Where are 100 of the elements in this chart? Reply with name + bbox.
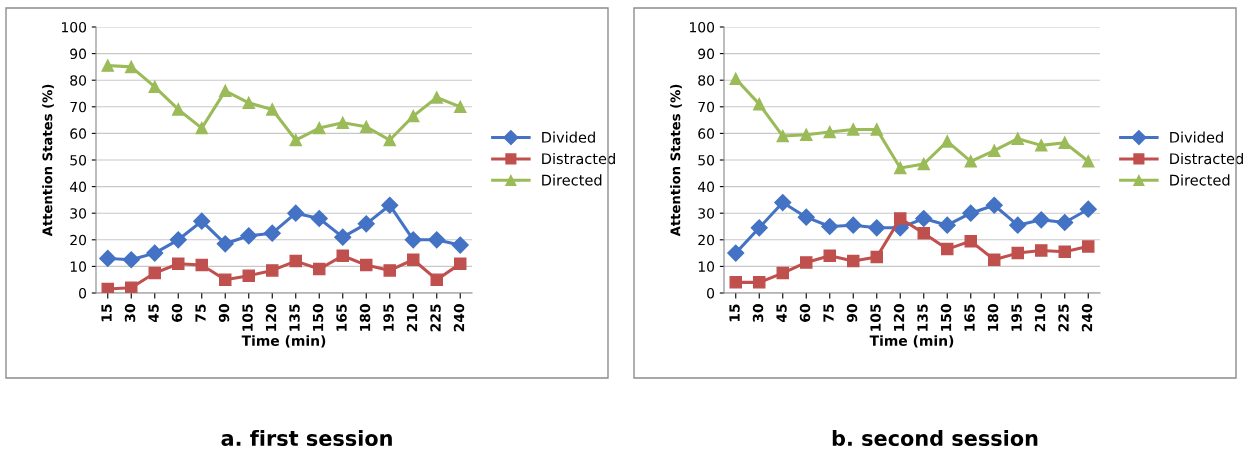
point xyxy=(334,228,352,246)
x-tick-label: 105 xyxy=(242,304,253,331)
y-tick-label: 10 xyxy=(70,261,87,272)
x-tick-label: 180 xyxy=(359,304,371,331)
point xyxy=(359,258,373,272)
point xyxy=(383,133,397,147)
point xyxy=(1081,155,1095,168)
point xyxy=(312,262,326,276)
point xyxy=(987,144,1001,157)
point xyxy=(964,234,978,248)
point xyxy=(1032,211,1050,229)
point xyxy=(1058,136,1072,149)
x-tick-label: 180 xyxy=(987,304,999,331)
point xyxy=(1034,139,1048,152)
y-tick-label: 0 xyxy=(79,287,87,299)
point xyxy=(381,196,399,214)
y-tick-label: 90 xyxy=(698,48,715,60)
point xyxy=(917,226,931,240)
y-tick-label: 100 xyxy=(689,21,715,33)
legend-label: Directed xyxy=(1170,174,1230,186)
y-tick-label: 50 xyxy=(70,154,87,166)
legend-label: Divided xyxy=(1170,131,1223,143)
point xyxy=(169,231,187,249)
point xyxy=(193,212,211,230)
point xyxy=(729,276,743,289)
x-tick-label: 60 xyxy=(799,304,811,322)
point xyxy=(964,155,978,168)
x-tick-label: 30 xyxy=(124,304,136,322)
point xyxy=(797,208,815,226)
x-tick-label: 90 xyxy=(218,304,230,323)
x-tick-label: 15 xyxy=(101,304,112,322)
x-tick-label: 30 xyxy=(752,304,764,322)
point xyxy=(750,219,768,237)
point xyxy=(1011,132,1025,145)
point xyxy=(1058,245,1072,259)
point xyxy=(430,273,444,286)
point xyxy=(1081,240,1095,253)
x-tick-label: 225 xyxy=(1058,304,1069,332)
y-axis-title: Attention States (%) xyxy=(42,84,54,237)
point xyxy=(846,123,860,136)
x-tick-label: 195 xyxy=(1011,304,1022,331)
point xyxy=(99,249,117,267)
point xyxy=(122,251,140,269)
point xyxy=(406,109,420,123)
point xyxy=(940,135,954,148)
point xyxy=(962,204,980,222)
y-tick-label: 70 xyxy=(70,101,87,113)
point xyxy=(242,96,256,110)
point xyxy=(336,116,350,130)
text: a. first session xyxy=(221,429,392,447)
y-tick-label: 60 xyxy=(698,128,715,139)
point xyxy=(148,266,162,280)
point xyxy=(195,121,209,135)
point xyxy=(1034,244,1048,257)
point xyxy=(218,273,232,286)
point xyxy=(1009,216,1027,234)
point xyxy=(216,235,234,253)
y-tick-label: 10 xyxy=(698,261,715,272)
x-tick-label: 150 xyxy=(312,304,324,331)
y-tick-label: 80 xyxy=(698,75,715,86)
point xyxy=(428,231,446,249)
point xyxy=(451,236,469,254)
point xyxy=(868,219,886,237)
y-axis-title: Attention States (%) xyxy=(670,84,682,237)
legend-label: Directed xyxy=(542,174,602,186)
point xyxy=(171,103,185,116)
x-tick-label: 45 xyxy=(776,304,787,323)
text: b. second session xyxy=(832,429,1038,447)
point xyxy=(171,257,185,270)
y-tick-label: 30 xyxy=(698,208,715,219)
point xyxy=(240,227,258,245)
x-tick-label: 15 xyxy=(729,304,740,322)
y-tick-label: 80 xyxy=(70,75,87,86)
point xyxy=(870,123,884,136)
point xyxy=(846,254,860,268)
y-tick-label: 40 xyxy=(697,181,715,193)
y-tick-label: 100 xyxy=(61,21,87,33)
x-axis-title: Time (min) xyxy=(241,335,326,348)
x-tick-label: 195 xyxy=(383,304,394,331)
point xyxy=(195,258,209,272)
y-tick-label: 40 xyxy=(69,181,87,193)
x-tick-label: 165 xyxy=(964,304,975,331)
y-tick-label: 0 xyxy=(707,287,715,299)
x-tick-label: 135 xyxy=(917,304,928,331)
point xyxy=(1011,246,1025,260)
point xyxy=(101,59,115,72)
point xyxy=(287,204,305,222)
point xyxy=(729,72,743,86)
point xyxy=(265,103,279,116)
point xyxy=(242,269,256,282)
point xyxy=(218,84,232,98)
y-tick-label: 20 xyxy=(698,234,715,246)
point xyxy=(752,276,766,289)
y-tick-label: 60 xyxy=(70,128,87,139)
legend-label: Distracted xyxy=(1170,152,1243,165)
point xyxy=(453,100,467,114)
point xyxy=(821,217,839,236)
point xyxy=(310,209,328,228)
point xyxy=(406,253,420,267)
legend-label: Distracted xyxy=(542,152,615,165)
